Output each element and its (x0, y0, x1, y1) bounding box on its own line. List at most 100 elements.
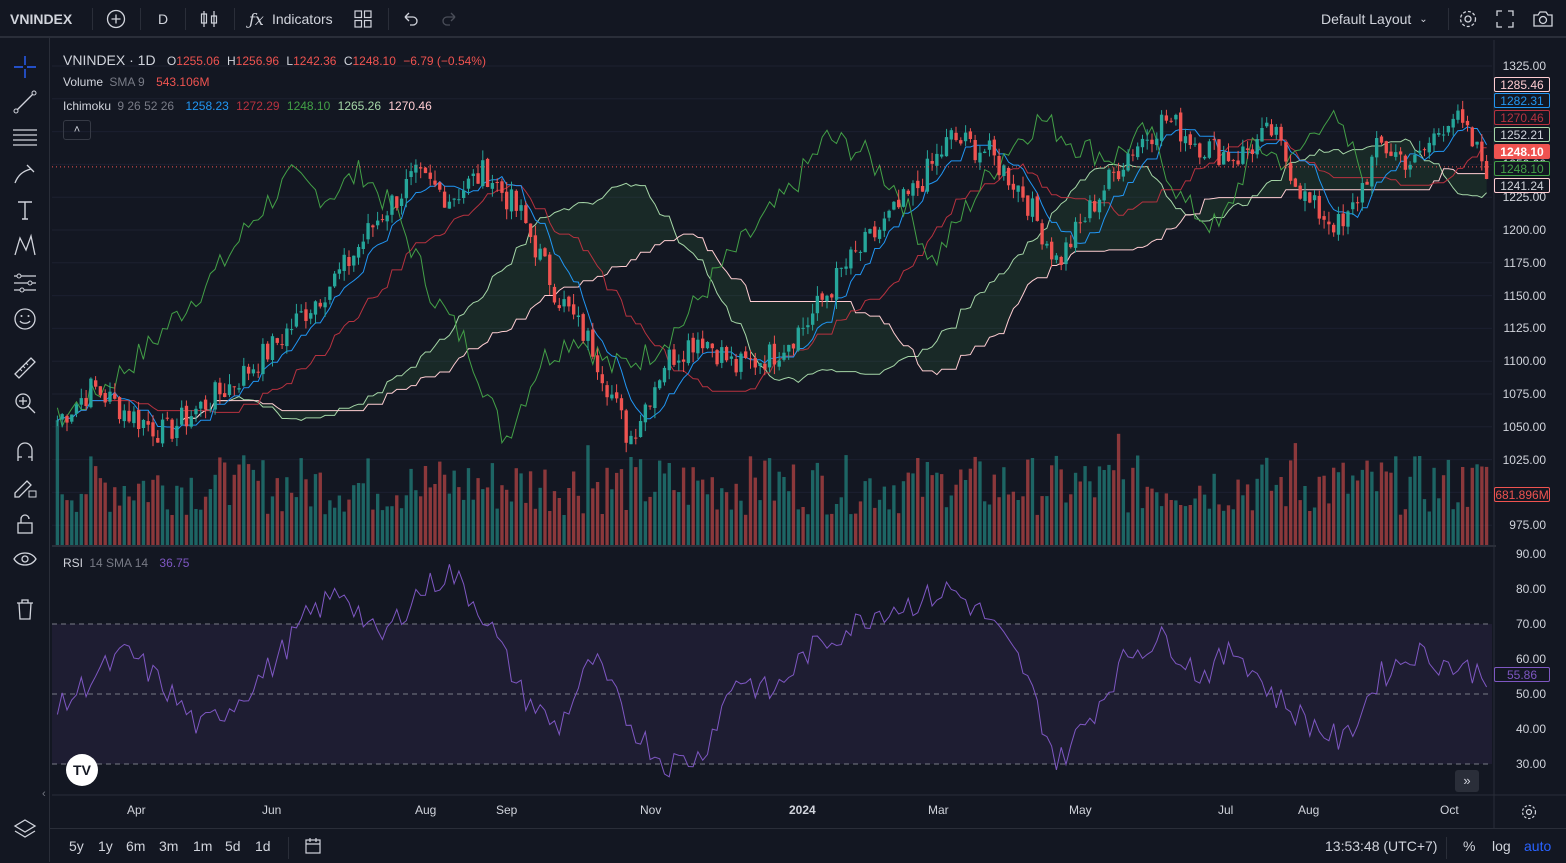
volume-bar (156, 475, 160, 545)
candle-body (901, 189, 906, 207)
layout-menu[interactable]: Default Layout ⌄ (1321, 0, 1428, 38)
candle-body (361, 241, 365, 249)
grid-icon (354, 10, 372, 28)
text-tool[interactable] (10, 196, 40, 224)
range-button-1d[interactable]: 1d (255, 838, 271, 854)
candle-body (108, 391, 112, 402)
candle-body (1107, 169, 1111, 189)
double-chevron-right-icon: » (1463, 773, 1471, 788)
candle-body (782, 352, 786, 360)
range-button-1m[interactable]: 1m (193, 838, 213, 854)
range-button-6m[interactable]: 6m (126, 838, 146, 854)
volume-bar (1064, 502, 1068, 545)
separator (388, 8, 389, 30)
range-button-3m[interactable]: 3m (159, 838, 179, 854)
volume-bar (643, 501, 648, 545)
zoom-tool[interactable] (10, 389, 40, 417)
volume-bar (1116, 433, 1121, 545)
volume-bar (1088, 481, 1092, 545)
pattern-tool[interactable] (10, 232, 40, 260)
auto-scale-toggle[interactable]: auto (1524, 838, 1552, 854)
ichimoku-legend[interactable]: Ichimoku 9 26 52 26 1258.23 1272.29 1248… (63, 99, 432, 113)
candles-icon (200, 11, 218, 27)
candle-body (567, 296, 571, 307)
fullscreen-button[interactable] (1496, 0, 1514, 38)
brush-tool[interactable] (10, 160, 40, 188)
price-axis-label: 1325.00 (1502, 59, 1546, 73)
ichimoku-chikou-line (56, 109, 1363, 445)
volume-bar (892, 485, 896, 545)
volume-bar (978, 461, 982, 545)
trend-line-tool[interactable] (10, 88, 40, 116)
range-button-5y[interactable]: 5y (69, 838, 84, 854)
chart-type-button[interactable] (200, 0, 218, 38)
volume-bar (1265, 457, 1269, 545)
volume-bar (227, 505, 232, 545)
interval-button[interactable]: D (158, 11, 169, 27)
candle-body (1054, 255, 1059, 260)
candle-body (447, 201, 452, 209)
prediction-tool[interactable] (10, 269, 40, 297)
snapshot-button[interactable] (1532, 0, 1554, 38)
rsi-legend[interactable]: RSI 14 SMA 14 36.75 (63, 556, 189, 570)
candle-body (514, 190, 518, 211)
candle-body (256, 371, 260, 373)
volume-bar (442, 474, 447, 545)
volume-bar (409, 468, 413, 545)
volume-bar (906, 472, 910, 545)
volume-bar (500, 485, 504, 545)
candle-body (1255, 139, 1259, 155)
range-button-5d[interactable]: 5d (225, 838, 241, 854)
indicators-button[interactable]: ƒx Indicators (249, 0, 333, 38)
volume-bar (1303, 486, 1307, 545)
range-button-1y[interactable]: 1y (98, 838, 113, 854)
object-tree-button[interactable] (10, 816, 40, 844)
volume-legend[interactable]: Volume SMA 9 543.106M (63, 75, 209, 89)
remove-drawings-tool[interactable] (10, 595, 40, 623)
measure-tool[interactable] (10, 354, 40, 382)
hide-drawings-tool[interactable] (10, 545, 40, 573)
percent-scale-toggle[interactable]: % (1463, 838, 1476, 854)
icons-tool[interactable] (10, 305, 40, 333)
candle-body (615, 392, 619, 399)
stay-drawing-tool[interactable] (10, 473, 40, 501)
candle-body (218, 382, 222, 395)
scroll-to-realtime-button[interactable]: » (1455, 770, 1479, 792)
volume-bar (1375, 491, 1379, 545)
candle-body (820, 293, 824, 300)
gear-icon (1521, 804, 1537, 820)
collapse-toolbar-icon[interactable]: ‹ (42, 788, 46, 800)
log-scale-toggle[interactable]: log (1492, 838, 1511, 854)
legend-close: 1248.10 (352, 54, 396, 68)
collapse-legend-button[interactable]: ˄ (63, 120, 91, 140)
undo-button[interactable] (402, 0, 420, 38)
candle-body (1289, 163, 1293, 181)
compare-symbol-button[interactable] (106, 0, 126, 38)
templates-button[interactable] (354, 0, 372, 38)
volume-bar (1231, 509, 1235, 545)
crosshair-tool[interactable] (10, 53, 40, 81)
time-axis-label: Oct (1440, 803, 1459, 817)
candle-body (113, 393, 117, 399)
clock[interactable]: 13:53:48 (UTC+7) (1325, 838, 1438, 854)
redo-button[interactable] (440, 0, 458, 38)
trash-icon (17, 599, 33, 620)
candle-body (1346, 211, 1350, 227)
date-range-button[interactable] (304, 829, 322, 863)
symbol-search[interactable]: VNINDEX (10, 11, 73, 27)
fib-tool[interactable] (10, 123, 40, 151)
candle-body (380, 219, 385, 221)
candle-body (1069, 243, 1073, 248)
settings-button[interactable] (1458, 0, 1478, 38)
magnet-tool[interactable] (10, 438, 40, 466)
axis-settings-button[interactable] (1520, 803, 1538, 821)
price-axis-label: 1025.00 (1502, 452, 1546, 467)
candle-body (1226, 151, 1231, 162)
volume-bar (428, 487, 432, 545)
candle-body (232, 386, 236, 388)
lock-drawings-tool[interactable] (10, 510, 40, 538)
rsi-line (56, 564, 1488, 778)
tradingview-logo[interactable]: TV (66, 754, 98, 786)
candle-body (1480, 141, 1484, 162)
